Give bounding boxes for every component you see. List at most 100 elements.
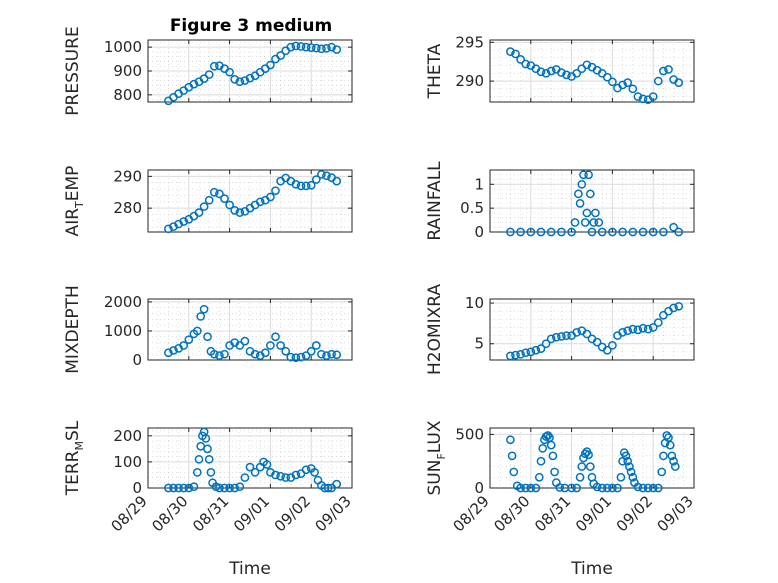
data-point <box>659 227 668 237</box>
y-axis-label: PRESSURE <box>63 26 83 115</box>
data-point <box>643 324 653 334</box>
data-point <box>306 180 316 190</box>
data-point <box>628 227 638 237</box>
data-point <box>179 217 189 226</box>
axes-background <box>489 169 695 233</box>
axes-rainfall: 0 0.5 1 RAINFALL <box>425 161 695 241</box>
y-tick-label: 0.5 <box>460 199 484 217</box>
data-point <box>266 60 275 70</box>
data-point <box>602 72 612 82</box>
data-point <box>541 68 551 78</box>
data-point <box>201 434 211 443</box>
data-point <box>311 341 321 350</box>
data-point <box>665 440 675 450</box>
data-point <box>623 326 633 336</box>
data-point <box>225 483 234 493</box>
data-point <box>623 456 633 466</box>
data-point <box>204 195 214 205</box>
data-point <box>174 219 183 229</box>
data-point <box>235 77 245 87</box>
data-point <box>240 473 250 482</box>
data-point <box>220 483 229 493</box>
axes-frame <box>489 298 695 361</box>
data-point <box>582 60 592 70</box>
x-tick-label: 09/01 <box>572 492 615 535</box>
data-point <box>567 483 576 493</box>
data-point <box>271 186 280 196</box>
data-point <box>511 49 520 59</box>
data-point <box>306 43 316 52</box>
y-tick-label: 1 <box>474 175 484 193</box>
data-point <box>633 482 643 492</box>
data-point <box>225 200 234 210</box>
data-point <box>543 431 553 440</box>
axes-pressure: 800 900 1000 PRESSURE <box>63 26 353 116</box>
data-point <box>209 349 219 359</box>
data-point <box>562 70 571 80</box>
axes-frame <box>489 427 695 489</box>
data-point <box>260 348 270 358</box>
y-tick-label: 0 <box>132 351 142 369</box>
data-point <box>597 227 607 237</box>
data-point <box>169 346 178 355</box>
x-tick-label: 08/31 <box>531 492 574 535</box>
x-tick-label: 08/29 <box>450 492 493 535</box>
data-point <box>192 467 202 477</box>
data-point <box>199 202 209 211</box>
data-point <box>521 348 531 358</box>
data-point <box>659 451 668 461</box>
data-point <box>230 206 240 215</box>
data-point <box>164 483 173 493</box>
data-point <box>301 351 311 360</box>
data-point <box>220 194 229 203</box>
data-point <box>235 208 245 217</box>
data-point <box>230 74 240 84</box>
data-point <box>322 43 331 53</box>
data-point <box>266 192 275 202</box>
data-point <box>286 42 296 52</box>
y-axis-label-main: TERR <box>63 450 83 496</box>
data-point <box>648 92 658 101</box>
data-point <box>215 483 224 493</box>
axes-mixdepth: 0 1000 2000 MIXDEPTH <box>63 285 353 374</box>
data-point <box>608 77 617 87</box>
data-point <box>538 444 548 453</box>
data-point <box>250 467 260 477</box>
axes-frame <box>147 427 353 489</box>
data-point <box>276 341 285 350</box>
data-point <box>674 301 684 311</box>
data-point <box>633 92 643 101</box>
data-point <box>674 78 684 87</box>
data-point <box>648 483 658 493</box>
y-axis-label: THETA <box>425 43 445 99</box>
data-point <box>618 327 627 337</box>
data-point <box>203 444 212 454</box>
y-axis-label-rest: SL <box>63 420 83 441</box>
data-point <box>670 462 680 471</box>
data-point <box>194 208 204 217</box>
data-point <box>215 351 224 360</box>
data-point <box>323 483 333 493</box>
data-point <box>546 66 556 76</box>
data-point <box>327 42 336 52</box>
data-point <box>291 470 301 480</box>
data-point <box>245 462 255 472</box>
y-axis-label: MIXDEPTH <box>63 285 83 374</box>
data-point <box>550 467 559 477</box>
data-point <box>575 199 585 208</box>
data-point <box>587 227 597 237</box>
data-point <box>310 467 319 477</box>
data-point <box>648 323 658 332</box>
data-point <box>541 339 551 349</box>
x-tick-label: 09/02 <box>271 492 314 535</box>
data-point <box>317 349 326 359</box>
data-point <box>584 170 593 180</box>
data-point <box>322 171 331 181</box>
data-point <box>608 227 617 237</box>
data-point <box>332 350 342 360</box>
data-point <box>669 222 678 232</box>
y-axis-label-sub: M <box>73 441 86 451</box>
data-point <box>643 483 653 493</box>
data-point <box>628 472 638 482</box>
